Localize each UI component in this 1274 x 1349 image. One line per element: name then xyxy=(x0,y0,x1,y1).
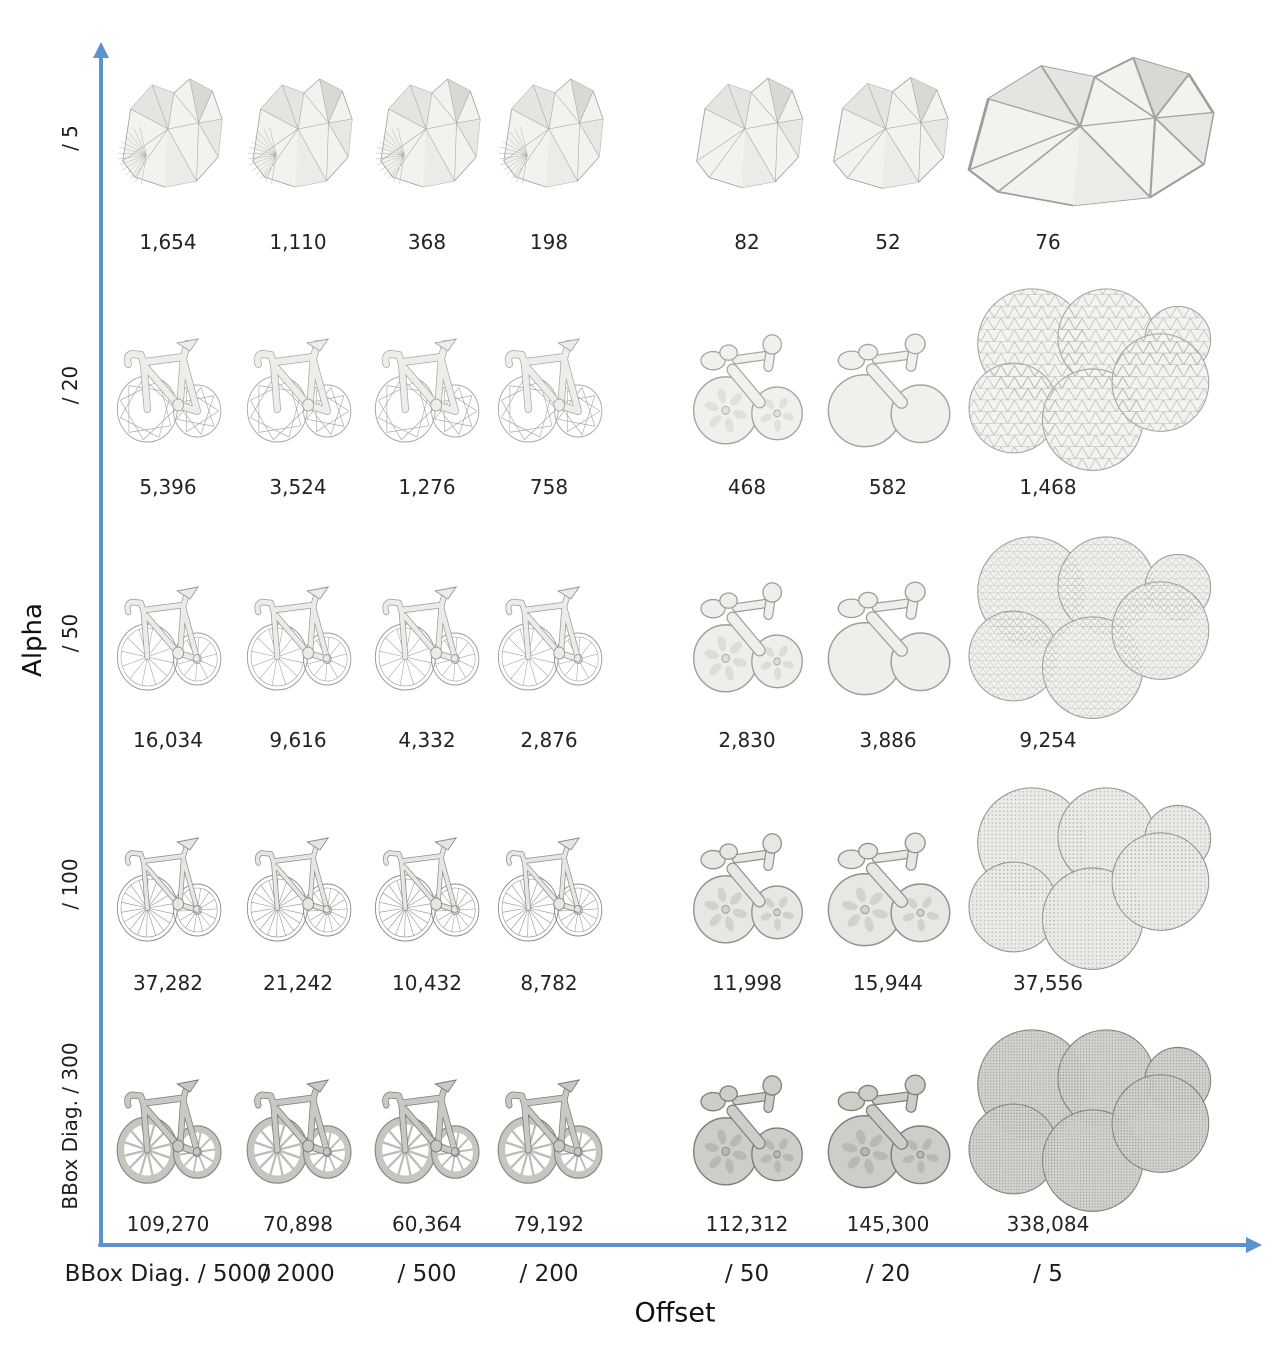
x-axis-arrow-icon xyxy=(1246,1237,1262,1253)
mesh-thumbnail xyxy=(492,558,610,708)
triangle-count: 15,944 xyxy=(853,971,923,995)
mesh-thumbnail xyxy=(241,558,359,708)
x-tick-label: / 2000 xyxy=(261,1261,335,1287)
triangle-count: 10,432 xyxy=(392,971,462,995)
mesh-thumbnail xyxy=(940,36,1230,241)
triangle-count: 145,300 xyxy=(846,1212,930,1236)
triangle-count: 1,110 xyxy=(269,230,327,254)
mesh-thumbnail xyxy=(369,1051,487,1201)
y-axis-arrow-icon xyxy=(93,42,109,58)
triangle-count: 758 xyxy=(529,475,569,499)
triangle-count: 70,898 xyxy=(263,1212,333,1236)
mesh-thumbnail xyxy=(111,1051,229,1201)
mesh-thumbnail xyxy=(241,63,359,213)
triangle-count: 338,084 xyxy=(1006,1212,1090,1236)
triangle-count: 582 xyxy=(868,475,908,499)
triangle-count: 4,332 xyxy=(398,728,456,752)
triangle-count: 16,034 xyxy=(133,728,203,752)
mesh-thumbnail xyxy=(820,61,956,215)
mesh-thumbnail xyxy=(492,1051,610,1201)
mesh-thumbnail xyxy=(111,63,229,213)
triangle-count: 1,276 xyxy=(398,475,456,499)
alpha-row-label: / 50 xyxy=(58,613,82,653)
y-axis-title: Alpha xyxy=(18,603,48,677)
mesh-thumbnail xyxy=(241,809,359,959)
mesh-thumbnail xyxy=(684,808,810,960)
x-tick-label: / 5 xyxy=(1033,1261,1063,1287)
mesh-thumbnail xyxy=(111,809,229,959)
triangle-count: 112,312 xyxy=(705,1212,789,1236)
triangle-count: 3,524 xyxy=(269,475,327,499)
triangle-count: 1,468 xyxy=(1019,475,1077,499)
triangle-count: 2,876 xyxy=(520,728,578,752)
triangle-count: 37,282 xyxy=(133,971,203,995)
x-tick-label: / 50 xyxy=(724,1261,770,1287)
alpha-row-label: / 100 xyxy=(58,858,82,910)
mesh-thumbnail xyxy=(940,1024,1230,1229)
alpha-row-label: / 5 xyxy=(58,125,82,151)
triangle-count: 60,364 xyxy=(392,1212,462,1236)
triangle-count: 76 xyxy=(1035,230,1061,254)
mesh-thumbnail xyxy=(111,310,229,460)
x-tick-label: / 200 xyxy=(519,1261,579,1287)
x-axis-title: Offset xyxy=(634,1297,716,1329)
mesh-thumbnail xyxy=(820,1049,956,1203)
x-tick-label: BBox Diag. / 5000 xyxy=(64,1261,272,1287)
triangle-count: 37,556 xyxy=(1013,971,1083,995)
mesh-thumbnail xyxy=(492,63,610,213)
mesh-thumbnail xyxy=(369,63,487,213)
mesh-thumbnail xyxy=(684,1050,810,1202)
triangle-count: 198 xyxy=(529,230,569,254)
triangle-count: 1,654 xyxy=(139,230,197,254)
x-tick-label: / 500 xyxy=(397,1261,457,1287)
mesh-thumbnail xyxy=(684,309,810,461)
triangle-count: 11,998 xyxy=(712,971,782,995)
mesh-thumbnail xyxy=(940,531,1230,736)
alpha-row-label: BBox Diag. / 300 xyxy=(58,1042,82,1210)
triangle-count: 109,270 xyxy=(126,1212,210,1236)
mesh-thumbnail xyxy=(369,310,487,460)
triangle-count: 2,830 xyxy=(718,728,776,752)
triangle-count: 5,396 xyxy=(139,475,197,499)
x-axis-line xyxy=(98,1243,1248,1247)
triangle-count: 82 xyxy=(734,230,760,254)
triangle-count: 3,886 xyxy=(859,728,917,752)
triangle-count: 52 xyxy=(875,230,901,254)
mesh-thumbnail xyxy=(492,310,610,460)
mesh-thumbnail xyxy=(820,556,956,710)
mesh-thumbnail xyxy=(820,807,956,961)
triangle-count: 9,254 xyxy=(1019,728,1077,752)
triangle-count: 9,616 xyxy=(269,728,327,752)
mesh-thumbnail xyxy=(940,782,1230,987)
mesh-thumbnail xyxy=(369,558,487,708)
mesh-thumbnail xyxy=(492,809,610,959)
triangle-count: 468 xyxy=(727,475,767,499)
mesh-thumbnail xyxy=(111,558,229,708)
triangle-count: 21,242 xyxy=(263,971,333,995)
alpha-row-label: / 20 xyxy=(58,365,82,405)
mesh-thumbnail xyxy=(241,1051,359,1201)
triangle-count: 368 xyxy=(407,230,447,254)
x-tick-label: / 20 xyxy=(865,1261,911,1287)
mesh-thumbnail xyxy=(940,283,1230,488)
y-axis-line xyxy=(99,56,103,1247)
mesh-thumbnail xyxy=(241,310,359,460)
mesh-thumbnail xyxy=(684,557,810,709)
mesh-thumbnail xyxy=(684,62,810,214)
triangle-count: 8,782 xyxy=(520,971,578,995)
mesh-thumbnail xyxy=(820,308,956,462)
triangle-count: 79,192 xyxy=(514,1212,584,1236)
mesh-thumbnail xyxy=(369,809,487,959)
